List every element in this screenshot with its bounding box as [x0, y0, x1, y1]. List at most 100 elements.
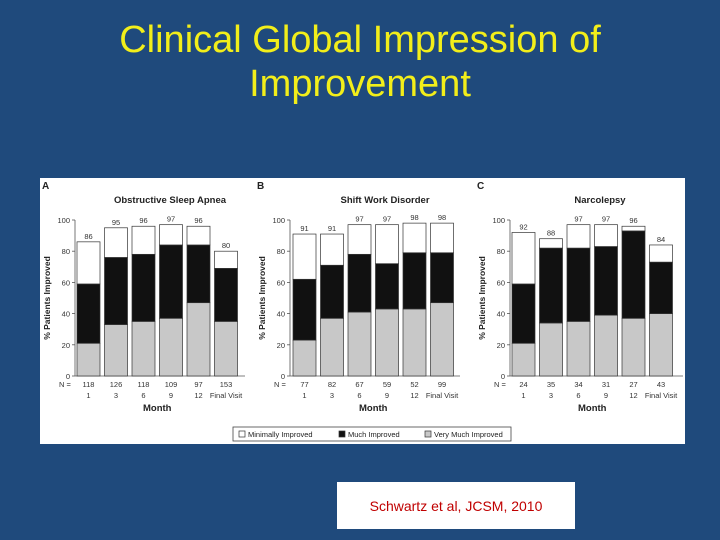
panel-c-bar-segment — [594, 224, 618, 247]
panel-a-category-label: Final Visit — [210, 391, 243, 400]
legend-label: Very Much Improved — [434, 430, 503, 439]
panel-b-n-value: 59 — [383, 380, 391, 389]
panel-b-bar-segment — [347, 253, 372, 313]
panel-b-n-value: 67 — [355, 380, 363, 389]
panel-a-total-label: 95 — [112, 218, 120, 227]
panel-c-bar-segment — [566, 321, 591, 377]
panel-b-category-label: 12 — [410, 391, 418, 400]
panel-a-bar-segment — [214, 250, 238, 269]
panel-a-bar-segment — [76, 241, 101, 285]
panel-b-y-axis-label: % Patients Improved — [257, 256, 267, 340]
panel-b-bar-segment — [347, 311, 372, 377]
panel-b-n-label: N = — [274, 380, 287, 389]
citation-box: Schwartz et al, JCSM, 2010 — [337, 482, 575, 529]
panel-a-n-value: 109 — [165, 380, 178, 389]
panel-a-category-label: 12 — [194, 391, 202, 400]
panel-c-category-label: Final Visit — [645, 391, 678, 400]
panel-c-total-label: 88 — [547, 229, 555, 238]
legend-label: Minimally Improved — [248, 430, 313, 439]
panel-a-y-tick-label: 60 — [62, 278, 70, 287]
panel-c-n-label: N = — [494, 380, 507, 389]
panel-c-category-label: 9 — [604, 391, 608, 400]
panel-c-n-value: 27 — [629, 380, 637, 389]
panel-b-bar-segment — [292, 233, 317, 280]
slide-title: Clinical Global Impression of Improvemen… — [0, 18, 720, 106]
panel-b-x-axis-label: Month — [359, 403, 388, 414]
panel-b-bar-segment — [402, 252, 427, 310]
panel-c-bar-segment — [511, 342, 536, 377]
panel-c-n-value: 43 — [657, 380, 665, 389]
panel-a-y-axis-label: % Patients Improved — [42, 256, 52, 340]
panel-c-bar-segment — [539, 247, 563, 324]
panel-b-bar-segment — [430, 302, 454, 377]
panel-c-total-label: 97 — [602, 215, 610, 224]
panel-c-bar-segment — [649, 261, 673, 314]
legend-swatch — [238, 430, 246, 438]
panel-a-y-tick-label: 80 — [62, 247, 70, 256]
panel-c-n-value: 35 — [547, 380, 555, 389]
panel-b-y-tick-label: 0 — [281, 372, 285, 381]
panel-a-n-value: 153 — [220, 380, 233, 389]
panel-b-bar-segment — [292, 278, 317, 341]
panel-c-total-label: 92 — [519, 222, 527, 231]
panel-a-n-value: 97 — [194, 380, 202, 389]
panel-a-bar-segment — [186, 244, 211, 304]
panel-c-y-axis-label: % Patients Improved — [477, 256, 487, 340]
panel-a-bar-segment — [186, 225, 211, 246]
panel-b-bar-segment — [402, 308, 427, 377]
panel-b-bar-segment — [347, 224, 372, 255]
panel-c-category-label: 12 — [629, 391, 637, 400]
panel-c-category-label: 1 — [521, 391, 525, 400]
panel-c-y-tick-label: 40 — [497, 310, 505, 319]
panel-c-bar-segment — [566, 247, 591, 322]
panel-c-n-value: 31 — [602, 380, 610, 389]
panel-a-total-label: 86 — [84, 232, 92, 241]
panel-c-y-tick-label: 60 — [497, 278, 505, 287]
panel-c-bar-segment — [594, 246, 618, 316]
panel-a-n-value: 118 — [83, 380, 95, 389]
panel-c-y-tick-label: 0 — [501, 372, 505, 381]
panel-b-bar-segment — [375, 263, 399, 310]
panel-a-bar-segment — [104, 324, 128, 377]
panel-b-y-tick-label: 100 — [272, 216, 285, 225]
panel-c-letter: C — [477, 181, 484, 192]
panel-c-bar-segment — [621, 317, 646, 377]
panel-b-category-label: 1 — [302, 391, 306, 400]
legend-swatch — [424, 430, 432, 438]
panel-c-bar-segment — [566, 224, 591, 249]
panel-a-n-label: N = — [59, 380, 72, 389]
panel-c-x-axis-label: Month — [578, 403, 607, 414]
panel-b-total-label: 91 — [328, 224, 336, 233]
panel-a-bar-segment — [104, 257, 128, 325]
panel-b-category-label: Final Visit — [426, 391, 459, 400]
panel-a-category-label: 1 — [86, 391, 90, 400]
panel-b-y-tick-label: 80 — [277, 247, 285, 256]
panel-a-bar-segment — [159, 317, 183, 377]
panel-c-bar-segment — [539, 238, 563, 249]
panel-a-y-tick-label: 0 — [66, 372, 70, 381]
panel-b-total-label: 97 — [383, 215, 391, 224]
panel-c-category-label: 6 — [576, 391, 580, 400]
panel-b-bar-segment — [320, 264, 344, 319]
panel-b-total-label: 97 — [355, 215, 363, 224]
panel-c-n-value: 34 — [574, 380, 582, 389]
panel-b-y-tick-label: 40 — [277, 310, 285, 319]
panel-c-bar-segment — [621, 225, 646, 232]
panel-a-total-label: 96 — [139, 216, 147, 225]
panel-b-bar-segment — [320, 233, 344, 266]
slide-title-line-1: Clinical Global Impression of — [119, 19, 601, 61]
panel-b-bar-segment — [292, 339, 317, 377]
panel-a-x-axis-label: Month — [143, 403, 172, 414]
panel-b-bar-segment — [430, 222, 454, 254]
panel-a-title: Obstructive Sleep Apnea — [114, 195, 227, 206]
panel-a-bar-segment — [214, 268, 238, 322]
panel-a-bar-segment — [214, 321, 238, 377]
slide-title-line-2: Improvement — [249, 63, 471, 105]
panel-a-n-value: 118 — [138, 380, 150, 389]
chart-figure: A Obstructive Sleep Apnea 0 20 40 60 80 100% Pa… — [40, 178, 685, 444]
panel-b-letter: B — [257, 181, 264, 192]
legend-label: Much Improved — [348, 430, 400, 439]
panel-a-y-tick-label: 40 — [62, 310, 70, 319]
panel-c-y-tick-label: 80 — [497, 247, 505, 256]
